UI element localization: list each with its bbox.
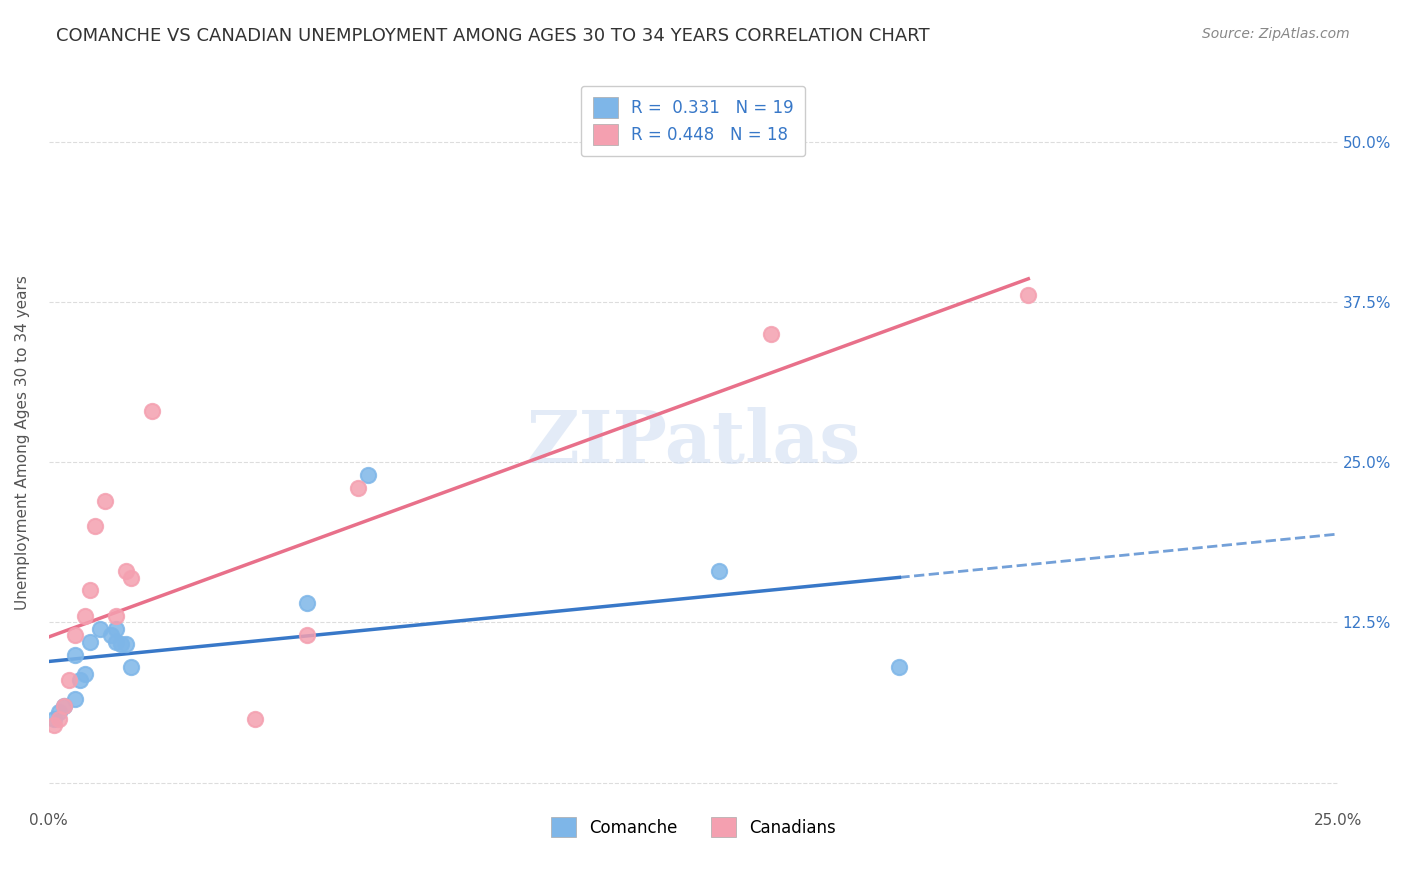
Point <box>58 673 80 688</box>
Point <box>69 673 91 688</box>
Point <box>89 622 111 636</box>
Point <box>63 648 86 662</box>
Point <box>243 712 266 726</box>
Point <box>141 404 163 418</box>
Point <box>79 634 101 648</box>
Point <box>63 692 86 706</box>
Point <box>357 468 380 483</box>
Point <box>63 628 86 642</box>
Point <box>48 712 70 726</box>
Point <box>48 705 70 719</box>
Point <box>759 326 782 341</box>
Point <box>79 583 101 598</box>
Point <box>295 628 318 642</box>
Point <box>707 564 730 578</box>
Point <box>889 660 911 674</box>
Point <box>53 698 76 713</box>
Point <box>1017 288 1039 302</box>
Point <box>120 571 142 585</box>
Point <box>42 718 65 732</box>
Point <box>120 660 142 674</box>
Text: Source: ZipAtlas.com: Source: ZipAtlas.com <box>1202 27 1350 41</box>
Point <box>100 628 122 642</box>
Legend: Comanche, Canadians: Comanche, Canadians <box>544 810 842 844</box>
Point <box>115 564 138 578</box>
Point <box>295 596 318 610</box>
Y-axis label: Unemployment Among Ages 30 to 34 years: Unemployment Among Ages 30 to 34 years <box>15 276 30 610</box>
Point <box>42 712 65 726</box>
Point <box>115 637 138 651</box>
Point <box>104 609 127 624</box>
Point <box>73 609 96 624</box>
Text: COMANCHE VS CANADIAN UNEMPLOYMENT AMONG AGES 30 TO 34 YEARS CORRELATION CHART: COMANCHE VS CANADIAN UNEMPLOYMENT AMONG … <box>56 27 929 45</box>
Point <box>53 698 76 713</box>
Point <box>84 519 107 533</box>
Text: ZIPatlas: ZIPatlas <box>526 408 860 478</box>
Point <box>104 634 127 648</box>
Point <box>94 493 117 508</box>
Point <box>347 481 370 495</box>
Point <box>73 666 96 681</box>
Point <box>104 622 127 636</box>
Point <box>110 637 132 651</box>
